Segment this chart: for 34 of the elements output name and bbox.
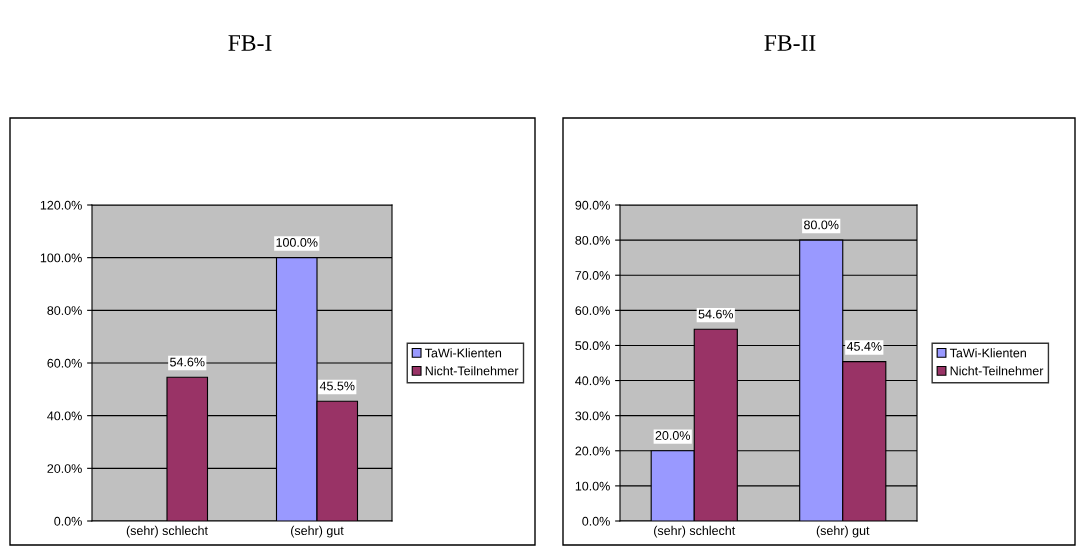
y-tick-label: 30.0%	[575, 411, 610, 421]
chart-title: FB-II	[764, 35, 816, 51]
data-label: 100.0%	[276, 238, 318, 247]
y-tick-label: 120.0%	[40, 200, 82, 210]
y-tick-label: 20.0%	[47, 464, 82, 473]
data-label: 20.0%	[655, 431, 690, 440]
y-tick-label: 80.0%	[575, 235, 610, 245]
y-tick-label: 80.0%	[47, 306, 82, 315]
x-tick-label: (sehr) schlecht	[126, 525, 208, 538]
legend-label: TaWi-Klienten	[425, 348, 502, 358]
y-tick-label: 60.0%	[47, 358, 82, 368]
data-label: 54.6%	[170, 357, 205, 367]
y-tick-label: 0.0%	[582, 516, 610, 526]
legend-label: Nicht-Teilnehmer	[950, 366, 1044, 376]
x-tick-label: (sehr) gut	[816, 525, 870, 538]
y-tick-label: 40.0%	[47, 411, 82, 421]
y-tick-label: 90.0%	[575, 200, 610, 210]
y-tick-label: 40.0%	[575, 376, 610, 386]
data-label: 54.6%	[698, 309, 734, 319]
y-tick-label: 70.0%	[575, 271, 610, 280]
y-tick-label: 60.0%	[575, 306, 610, 315]
legend-label: TaWi-Klienten	[949, 348, 1026, 358]
y-tick-label: 10.0%	[575, 481, 610, 491]
legend-label: Nicht-Teilnehmer	[425, 366, 519, 376]
x-tick-label: (sehr) gut	[291, 525, 344, 538]
data-label: 45.5%	[319, 381, 355, 391]
data-label: 45.4%	[846, 341, 882, 351]
chart-title: FB-I	[228, 35, 272, 51]
y-tick-label: 20.0%	[575, 446, 610, 456]
y-tick-label: 0.0%	[54, 516, 82, 526]
y-tick-label: 50.0%	[575, 341, 610, 351]
y-tick-label: 100.0%	[40, 253, 82, 263]
data-label: 80.0%	[804, 220, 839, 230]
x-tick-label: (sehr) schlecht	[654, 525, 736, 538]
